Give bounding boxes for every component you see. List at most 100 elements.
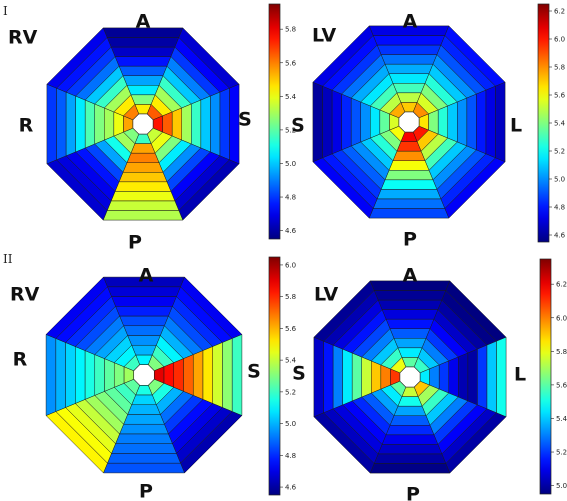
label-left: R <box>19 115 34 137</box>
segment-r4-s1 <box>122 75 164 86</box>
center-hole <box>132 113 154 135</box>
colorbar-tick-label: 6.0 <box>285 261 296 269</box>
colorbar <box>268 3 281 240</box>
segment-r9-s3 <box>231 334 243 416</box>
segment-r8-s5 <box>106 200 180 211</box>
segment-r6-s5 <box>114 181 172 192</box>
segment-r7-s7 <box>65 342 76 408</box>
segment-r3-s7 <box>104 107 115 141</box>
segment-r4-s3 <box>181 103 192 145</box>
segment-r6-s3 <box>200 95 211 153</box>
segment-r7-s1 <box>110 46 176 57</box>
segment-r7-s3 <box>212 342 223 408</box>
segment-r5-s7 <box>84 350 96 400</box>
segment-r6-s7 <box>341 93 352 151</box>
segment-r8-s3 <box>219 87 230 161</box>
segment-r9-s8 <box>312 25 374 87</box>
segment-r3-s3 <box>437 105 448 139</box>
colorbar-tick-label: 5.0 <box>554 176 565 184</box>
colorbar <box>539 258 552 495</box>
segment-r6-s5 <box>381 434 439 445</box>
segment-r6-s3 <box>467 348 478 406</box>
row-label-2: II <box>3 252 13 266</box>
segment-r8-s3 <box>486 340 497 414</box>
segment-r7-s1 <box>376 44 442 55</box>
segment-r4-s5 <box>388 160 430 171</box>
segment-r6-s3 <box>202 346 213 404</box>
colorbar-tick-label: 4.6 <box>285 227 297 235</box>
segment-r6-s7 <box>75 95 86 153</box>
segment-r4-s7 <box>94 103 105 145</box>
segment-r6-s1 <box>381 309 439 320</box>
label-top: A <box>139 265 154 287</box>
segment-r9-s8 <box>313 280 375 342</box>
colorbar-tick-label: 5.4 <box>285 357 297 365</box>
colorbar-tick-label: 6.2 <box>554 8 565 16</box>
label-bottom: P <box>128 232 142 254</box>
segment-r4-s5 <box>389 415 431 426</box>
center-hole <box>133 364 155 386</box>
segment-r5-s1 <box>118 65 168 76</box>
segment-r8-s1 <box>372 35 446 46</box>
segment-r7-s3 <box>477 344 488 410</box>
segment-r6-s1 <box>114 56 172 67</box>
segment-r7-s5 <box>376 189 442 200</box>
colorbar-tick-label: 5.6 <box>556 381 567 389</box>
segment-r6-s1 <box>380 54 438 65</box>
label-bottom: P <box>139 481 153 501</box>
colorbar-tick-label: 5.2 <box>556 449 567 457</box>
segment-r4-s5 <box>122 162 164 173</box>
segment-r5-s1 <box>384 63 434 74</box>
segment-r3-s7 <box>370 105 381 139</box>
segment-r5-s5 <box>118 172 168 183</box>
colorbar-tick-label: 5.0 <box>285 160 296 168</box>
segment-r8-s1 <box>106 37 180 48</box>
segment-r7-s3 <box>210 91 221 157</box>
polar-map-2: LV A S L P 4.6 4.8 5.0 5.2 5.4 5.6 5.8 6.0 6.2 <box>291 3 566 251</box>
colorbar-tick-label: 5.2 <box>285 388 296 396</box>
row-label-1: I <box>3 4 8 18</box>
colorbar-tick-label: 6.2 <box>556 281 567 289</box>
segment-r7-s1 <box>377 299 443 310</box>
segment-r4-s3 <box>183 354 194 396</box>
segment-r4-s1 <box>388 73 430 84</box>
colorbar-tick-label: 5.8 <box>285 293 296 301</box>
segment-r5-s3 <box>457 97 468 147</box>
segment-r5-s7 <box>351 352 362 402</box>
label-corner: RV <box>10 284 40 306</box>
segment-r3-s5 <box>126 152 160 163</box>
segment-r8-s7 <box>56 87 67 161</box>
segment-r9-s7 <box>46 83 57 165</box>
colorbar-tick-label: 5.0 <box>556 482 567 490</box>
segment-r4-s7 <box>361 356 372 398</box>
colorbar <box>268 256 281 496</box>
colorbar-tick-label: 5.0 <box>285 420 296 428</box>
segment-r6-s1 <box>115 306 173 317</box>
segment-r4-s3 <box>448 356 459 398</box>
label-right: L <box>510 115 522 137</box>
segment-r8-s7 <box>322 85 333 159</box>
label-corner: LV <box>314 284 338 306</box>
segment-r8-s1 <box>373 290 447 301</box>
segment-r6-s5 <box>115 433 173 444</box>
polar-map-4: LV A S L P 5.0 5.2 5.4 5.6 5.8 6.0 6.2 <box>292 258 567 501</box>
segment-r3-s5 <box>392 150 426 161</box>
segment-r8-s7 <box>55 338 66 412</box>
segment-r9-s7 <box>45 334 57 416</box>
colorbar-tick-label: 5.6 <box>554 92 566 100</box>
segment-r3-s1 <box>127 335 161 346</box>
label-right: S <box>238 109 252 131</box>
segment-r7-s5 <box>377 444 443 455</box>
colorbar-tick-label: 4.8 <box>285 194 296 202</box>
segment-r3-s5 <box>127 404 161 415</box>
segment-r5-s3 <box>191 99 202 149</box>
label-top: A <box>403 265 418 287</box>
segment-r5-s7 <box>350 97 361 147</box>
segment-r8-s3 <box>222 338 233 412</box>
label-left: R <box>13 349 28 371</box>
segment-r9-s5 <box>102 210 184 221</box>
segment-r7-s7 <box>65 91 76 157</box>
colorbar-tick-label: 5.4 <box>556 415 567 423</box>
colorbar-tick-label: 5.8 <box>554 64 565 72</box>
segment-r7-s5 <box>111 443 177 454</box>
